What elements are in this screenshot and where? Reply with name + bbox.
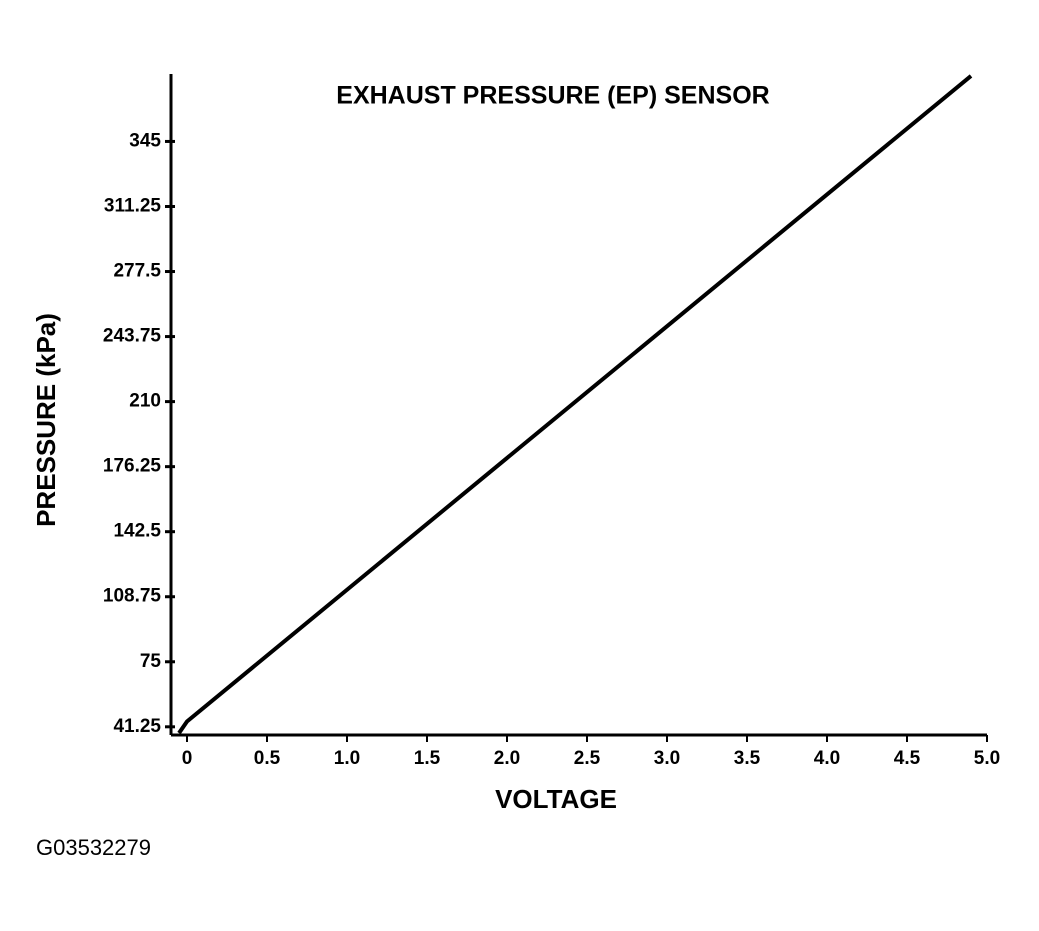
x-tick-label: 5.0 xyxy=(974,748,1000,769)
x-tick-label: 3.0 xyxy=(654,748,680,769)
x-tick-label: 4.5 xyxy=(894,748,921,769)
x-tick-label: 2.0 xyxy=(494,748,520,769)
x-tick-label: 0.5 xyxy=(254,748,281,769)
x-axis-label: VOLTAGE xyxy=(495,784,617,814)
y-tick-label: 277.5 xyxy=(113,261,161,282)
x-tick-label: 1.5 xyxy=(414,748,441,769)
chart-title: EXHAUST PRESSURE (EP) SENSOR xyxy=(336,82,769,110)
y-tick-label: 243.75 xyxy=(103,326,162,347)
y-axis-label: PRESSURE (kPa) xyxy=(31,313,61,527)
data-line xyxy=(177,74,973,735)
y-tick-label: 108.75 xyxy=(103,586,162,607)
y-tick-label: 41.25 xyxy=(113,716,161,737)
y-tick-label: 311.25 xyxy=(104,196,161,217)
x-tick-label: 1.0 xyxy=(334,748,360,769)
x-tick-label: 2.5 xyxy=(574,748,601,769)
y-tick-label: 75 xyxy=(140,651,162,672)
y-tick-label: 345 xyxy=(129,130,161,151)
y-tick-label: 142.5 xyxy=(113,521,161,542)
y-tick-label: 176.25 xyxy=(103,456,162,477)
footnote: G03532279 xyxy=(36,835,151,860)
x-tick-label: 0 xyxy=(182,748,193,769)
y-tick-label: 210 xyxy=(129,391,161,412)
x-tick-label: 3.5 xyxy=(734,748,761,769)
x-tick-label: 4.0 xyxy=(814,748,840,769)
